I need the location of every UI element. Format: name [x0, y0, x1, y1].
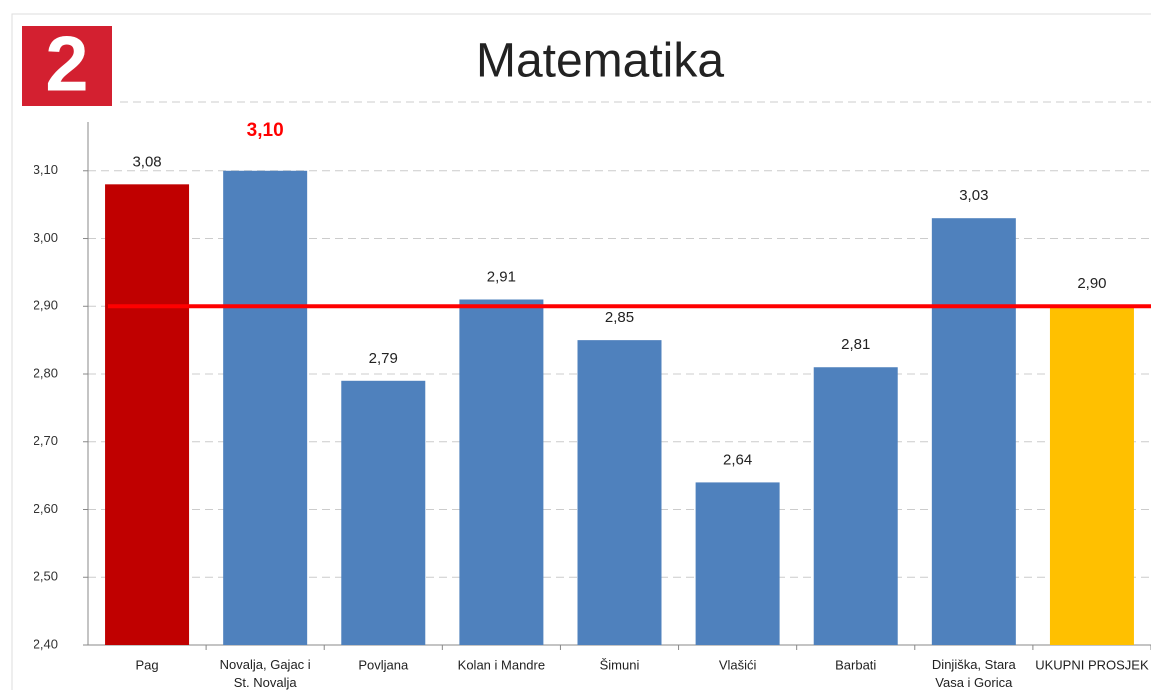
x-tick-label: Kolan i Mandre [458, 657, 545, 672]
y-tick-label: 2,80 [33, 365, 58, 380]
bar [459, 299, 544, 645]
x-tick-label: Povljana [358, 657, 409, 672]
value-label: 2,81 [841, 336, 870, 353]
value-label: 2,91 [487, 268, 516, 285]
y-tick-label: 2,70 [33, 433, 58, 448]
y-tick-label: 3,10 [33, 162, 58, 177]
bar [931, 218, 1016, 646]
value-label: 2,79 [369, 350, 398, 367]
bar [813, 367, 898, 645]
bar [223, 170, 308, 645]
bar [341, 380, 426, 645]
x-tick-label: Pag [135, 657, 158, 672]
x-tick-label: Novalja, Gajac i St. Novalja [220, 657, 311, 690]
x-tick-label: Vlašići [719, 657, 757, 672]
bar [1049, 306, 1134, 645]
y-tick-label: 2,40 [33, 636, 58, 651]
bar [577, 340, 662, 645]
x-tick-label: Šimuni [600, 657, 640, 672]
value-label: 2,64 [723, 451, 752, 468]
bar [695, 482, 780, 645]
y-tick-label: 2,60 [33, 501, 58, 516]
bar [105, 184, 190, 646]
x-tick-label: UKUPNI PROSJEK [1035, 657, 1149, 672]
y-tick-label: 2,50 [33, 569, 58, 584]
value-label: 3,03 [959, 187, 988, 204]
badge: 2 [45, 20, 88, 108]
x-tick-label: Dinjiška, Stara Vasa i Gorica [932, 657, 1017, 690]
chart-title: Matematika [476, 35, 724, 88]
value-label: 3,10 [247, 120, 284, 141]
y-tick-label: 3,00 [33, 230, 58, 245]
y-tick-label: 2,90 [33, 298, 58, 313]
x-tick-label: Barbati [835, 657, 876, 672]
value-label: 2,85 [605, 309, 634, 326]
value-label: 2,90 [1077, 275, 1106, 292]
badge-box [22, 26, 112, 106]
value-label: 3,08 [132, 153, 161, 170]
